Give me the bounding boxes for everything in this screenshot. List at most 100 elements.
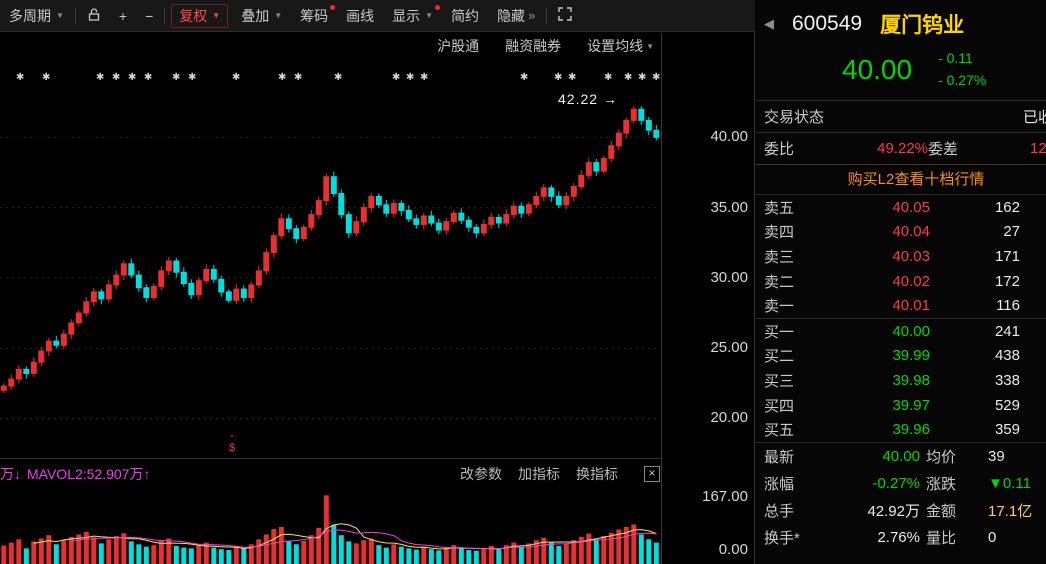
annotation-value: 42.22: [558, 91, 599, 107]
hide-label: 隐藏: [497, 7, 526, 24]
ask-row[interactable]: 卖二 40.02 172: [756, 269, 1046, 294]
ma-settings-button[interactable]: 设置均线 ▼: [587, 36, 654, 56]
bid-row[interactable]: 买三 39.98 338: [756, 368, 1046, 393]
toolbar-divider: [164, 7, 166, 24]
ask-label: 卖二: [764, 273, 795, 291]
chart-toolbar: 多周期 ▼ + − 复权 ▼ 叠加 ▼ 筹码: [0, 0, 755, 32]
chips-button[interactable]: 筹码: [291, 0, 337, 31]
l2-quote-link[interactable]: 购买L2查看十档行情: [756, 164, 1046, 194]
bid-volume: 529: [994, 396, 1020, 414]
ask-row[interactable]: 卖三 40.03 171: [756, 244, 1046, 269]
volume-pane-header: 万↓ MAVOL2:52.907万↑ 改参数 加指标 换指标 ×: [0, 461, 660, 487]
ask-row[interactable]: 卖一 40.01 116: [756, 293, 1046, 318]
quote-panel-inner: ◀ 600549 厦门钨业 40.00 - 0.11 - 0.27% 交易状态 已…: [756, 0, 1046, 551]
overlay-button[interactable]: 叠加 ▼: [232, 0, 291, 31]
dividend-marker: ˇ $: [229, 434, 235, 454]
price-axis-label: 30.00: [710, 268, 748, 286]
stat-label: 换手*: [764, 529, 800, 547]
edit-params-button[interactable]: 改参数: [460, 466, 502, 482]
bid-row[interactable]: 买五 39.96 359: [756, 417, 1046, 442]
bid-row[interactable]: 买四 39.97 529: [756, 393, 1046, 418]
double-arrow-icon: »: [528, 8, 536, 23]
ask-row[interactable]: 卖五 40.05 162: [756, 195, 1046, 220]
stat-value: 42.92万: [867, 502, 920, 520]
unlock-icon: [87, 7, 101, 25]
ask-volume: 162: [994, 198, 1020, 216]
zoom-out-button[interactable]: −: [136, 0, 162, 31]
chevron-down-icon: ▼: [274, 11, 283, 20]
back-arrow-icon[interactable]: ◀: [764, 15, 774, 31]
weibi-row: 委比 49.22% 委差 1256: [756, 132, 1046, 164]
stat-value: ▼0.11: [988, 474, 1031, 492]
switch-indicator-button[interactable]: 换指标: [576, 466, 618, 482]
candlestick-chart[interactable]: [0, 60, 660, 455]
change-value: - 0.11: [938, 50, 973, 67]
stat-value: 40.00: [882, 447, 920, 465]
quote-panel: ◀ 600549 厦门钨业 40.00 - 0.11 - 0.27% 交易状态 已…: [756, 0, 1046, 564]
price-change: - 0.11 - 0.27%: [938, 48, 986, 91]
close-icon[interactable]: ×: [644, 466, 660, 482]
order-book: 卖五 40.05 162 卖四 40.04 27 卖三 40.03 171 卖二 40.02 172 卖…: [756, 194, 1046, 442]
hide-button[interactable]: 隐藏 »: [488, 0, 544, 31]
period-button[interactable]: 多周期 ▼: [0, 0, 73, 31]
plus-icon: +: [118, 7, 128, 24]
lock-button[interactable]: [78, 0, 110, 31]
chevron-down-icon: ▼: [425, 11, 434, 20]
fuquan-label: 复权: [179, 7, 208, 24]
bid-price: 39.96: [892, 421, 930, 439]
price-axis-label: 20.00: [710, 409, 748, 427]
last-price: 40.00: [842, 54, 913, 85]
chevron-down-icon: ▼: [56, 11, 64, 20]
chevron-down-icon: ▼: [212, 11, 221, 20]
period-label: 多周期: [9, 7, 51, 24]
volume-chart[interactable]: [0, 490, 660, 564]
bid-rows: 买一 40.00 241 买二 39.99 438 买三 39.98 338 买四 39.97 529…: [756, 317, 1046, 442]
quote-header: ◀ 600549 厦门钨业: [756, 0, 1046, 40]
stat-row: 涨幅 -0.27% 涨跌 ▼0.11: [756, 470, 1046, 497]
volume-axis-label: 0.00: [718, 541, 748, 558]
bid-price: 39.97: [892, 396, 930, 414]
weibi-label: 委比: [764, 141, 795, 158]
trade-status-label: 交易状态: [764, 109, 825, 126]
toolbar-divider: [546, 7, 548, 24]
fullscreen-button[interactable]: [549, 0, 581, 31]
bid-volume: 359: [994, 421, 1020, 439]
bid-row[interactable]: 买二 39.99 438: [756, 344, 1046, 369]
bid-price: 39.99: [892, 347, 930, 365]
margin-trading-tag[interactable]: 融资融券: [505, 36, 561, 56]
dividend-marker-top: ˇ: [230, 434, 234, 446]
bid-volume: 241: [994, 322, 1020, 340]
change-percent: - 0.27%: [938, 72, 987, 88]
ask-volume: 116: [996, 297, 1020, 315]
price-axis-label: 25.00: [710, 339, 748, 357]
price-axis: 40.00 35.00 30.00 25.00 20.00 167.00 0.00: [661, 33, 755, 564]
fullscreen-icon: [558, 7, 572, 24]
price-block: 40.00 - 0.11 - 0.27%: [756, 40, 1046, 100]
price-annotation: 42.22 →: [558, 91, 618, 107]
stat-label: 涨幅: [764, 475, 795, 493]
fuquan-button[interactable]: 复权 ▼: [171, 3, 229, 28]
minus-icon: −: [145, 7, 154, 24]
ask-volume: 172: [994, 272, 1020, 290]
bid-price: 40.00: [892, 322, 930, 340]
stat-value: 2.76%: [877, 528, 920, 546]
stat-value: 0: [988, 528, 997, 546]
stat-label: 最新: [764, 448, 795, 466]
ask-row[interactable]: 卖四 40.04 27: [756, 220, 1046, 245]
mavol1-label-fragment: 万↓: [0, 466, 21, 482]
simple-mode-button[interactable]: 简约: [442, 0, 488, 31]
quote-stats: 最新 40.00 均价 39 涨幅 -0.27% 涨跌 ▼0.11 总手 42.92万 金额 17.1…: [756, 441, 1046, 551]
ask-price: 40.04: [892, 223, 930, 241]
hugutong-tag[interactable]: 沪股通: [437, 36, 479, 56]
ask-volume: 27: [1003, 223, 1020, 241]
stat-value: 39: [988, 447, 1005, 465]
draw-line-button[interactable]: 画线: [337, 0, 383, 31]
add-indicator-button[interactable]: 加指标: [518, 466, 560, 482]
ask-price: 40.01: [892, 297, 930, 315]
bid-row[interactable]: 买一 40.00 241: [756, 319, 1046, 344]
zoom-in-button[interactable]: +: [110, 0, 136, 31]
chevron-down-icon: ▼: [646, 41, 654, 51]
bid-label: 买一: [764, 323, 795, 341]
display-button[interactable]: 显示 ▼: [383, 0, 442, 31]
